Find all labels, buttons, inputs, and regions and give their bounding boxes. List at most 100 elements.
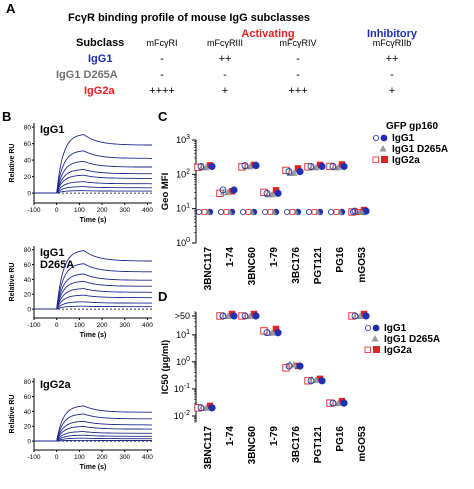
x-tick-label: 300	[119, 322, 130, 329]
control-d265a	[337, 208, 343, 215]
x-tick-label: 0	[55, 454, 59, 461]
row-igg2a-fcgriib: +	[389, 85, 395, 97]
point-igg1	[318, 162, 326, 171]
sensorgram-curve	[34, 273, 152, 310]
point-igg1-open	[285, 362, 293, 370]
point-igg1-open	[197, 162, 205, 170]
y-tick-label: 100	[176, 356, 190, 367]
legend-igg1-open	[364, 324, 371, 331]
sensorgram-title: IgG2a	[40, 379, 71, 391]
control-d265a	[359, 208, 365, 215]
point-igg1	[296, 168, 304, 176]
category-label: PG16	[335, 247, 346, 273]
receptor-fcgri: mFcγRI	[147, 38, 178, 48]
x-tick-label: 100	[74, 207, 85, 214]
y-axis-label: Relative RU	[9, 395, 16, 434]
x-axis-label: Time (s)	[80, 464, 107, 471]
y-tick-label: 40	[24, 158, 32, 165]
point-d265a-open	[198, 163, 206, 171]
category-label: 3BNC60	[247, 247, 258, 286]
y-axis-label: Relative RU	[9, 144, 16, 183]
panel-label-a: A	[6, 1, 16, 16]
point-igg1-open	[285, 168, 293, 176]
table-title: FcγR binding profile of mouse IgG subcla…	[68, 12, 310, 24]
control-igg1	[195, 208, 202, 215]
category-label: PG16	[335, 426, 346, 452]
legend-label: IgG1 D265A	[384, 334, 440, 345]
row-igg1-fcgri: -	[160, 53, 164, 65]
row-igg2a-fcgri: ++++	[149, 85, 175, 97]
y-tick-label: 0	[27, 191, 31, 198]
panel-label-b: B	[2, 109, 11, 124]
point-igg1-open	[329, 399, 337, 407]
sensorgram-title: IgG1	[40, 124, 64, 136]
point-igg1-open	[263, 329, 271, 337]
panel-c-geo-mfi: 100 101 102 103 Geo MFI 3BNC117 1-74 3BNC60 1-79…	[160, 121, 448, 290]
category-label: 3BC176	[291, 247, 302, 284]
category-label: 3BNC60	[247, 426, 258, 465]
control-igg1	[305, 208, 312, 215]
panel-label-c: C	[158, 109, 168, 124]
receptor-fcgriii: mFcγRIII	[207, 38, 243, 48]
panel-d-ic50: 10-2 10-1 100 101 >50 IC50 (μg/ml) 3BNC117 1-74…	[160, 310, 440, 470]
category-label: 3BNC117	[203, 247, 214, 291]
control-d265a	[205, 208, 211, 215]
point-igg1	[208, 162, 216, 171]
x-tick-label: 100	[74, 322, 85, 329]
category-label: 3BNC117	[203, 426, 214, 470]
legend-d265a-marker	[379, 145, 387, 152]
row-d265a-fcgriv: -	[296, 69, 300, 81]
point-igg2a	[272, 187, 280, 194]
point-igg1	[340, 399, 348, 407]
legend-label: IgG2a	[384, 345, 412, 356]
legend-igg1-open	[372, 134, 379, 141]
sensorgram-title: IgG1	[40, 247, 64, 259]
category-label: PGT121	[313, 247, 324, 285]
row-d265a-fcgriii: -	[223, 69, 227, 81]
category-label: 1-79	[269, 247, 280, 267]
sensorgram-curve	[34, 301, 152, 310]
x-tick-label: 100	[74, 454, 85, 461]
x-tick-label: 200	[97, 207, 108, 214]
legend-label: IgG1	[384, 323, 407, 334]
legend-label: IgG2a	[392, 155, 420, 166]
y-tick-label: >50	[175, 311, 190, 321]
point-igg1-open	[197, 404, 205, 412]
sensorgram-curve	[34, 305, 152, 310]
point-igg1	[230, 312, 238, 320]
sensorgram-curve	[34, 280, 152, 310]
y-tick-label: 101	[176, 203, 190, 214]
control-d265a	[271, 208, 277, 215]
x-tick-label: -100	[27, 322, 40, 329]
y-tick-label: 80	[24, 125, 32, 132]
legend-igg2a-marker	[373, 346, 380, 353]
point-igg1	[252, 312, 260, 320]
y-axis-label: IC50 (μg/ml)	[160, 340, 171, 394]
sensorgram-0: 0 20 40 60 80 -100 0 100 200 300 400 Time (s) Relati…	[9, 123, 153, 224]
legend-igg2a-marker	[381, 156, 388, 163]
point-d265a-open	[330, 163, 338, 171]
point-d265a-open	[242, 162, 250, 170]
y-axis-label: Geo MFI	[160, 173, 171, 210]
y-tick-label: 101	[176, 329, 190, 340]
point-igg1	[208, 404, 216, 412]
legend-igg1-marker	[372, 324, 380, 332]
row-igg2a-fcgriii: +	[222, 85, 228, 97]
row-igg1-fcgriv: -	[296, 53, 300, 65]
y-tick-label: 20	[24, 292, 32, 299]
point-igg1	[274, 329, 282, 337]
legend-igg2a-open	[372, 156, 379, 163]
control-d265a	[227, 208, 233, 215]
point-igg1-open	[219, 312, 227, 320]
x-tick-label: 400	[142, 454, 153, 461]
category-label: 1-74	[225, 426, 236, 446]
y-tick-label: 60	[24, 262, 32, 269]
panel-a: A FcγR binding profile of mouse IgG subc…	[6, 1, 418, 97]
sensorgram-2: 0 20 40 60 80 -100 0 100 200 300 400 Time (s) Relati…	[9, 378, 153, 471]
point-igg1	[252, 161, 260, 170]
row-igg1-fcgriib: ++	[386, 53, 399, 65]
activating-label: Activating	[241, 28, 294, 40]
y-tick-label: 20	[24, 424, 32, 431]
